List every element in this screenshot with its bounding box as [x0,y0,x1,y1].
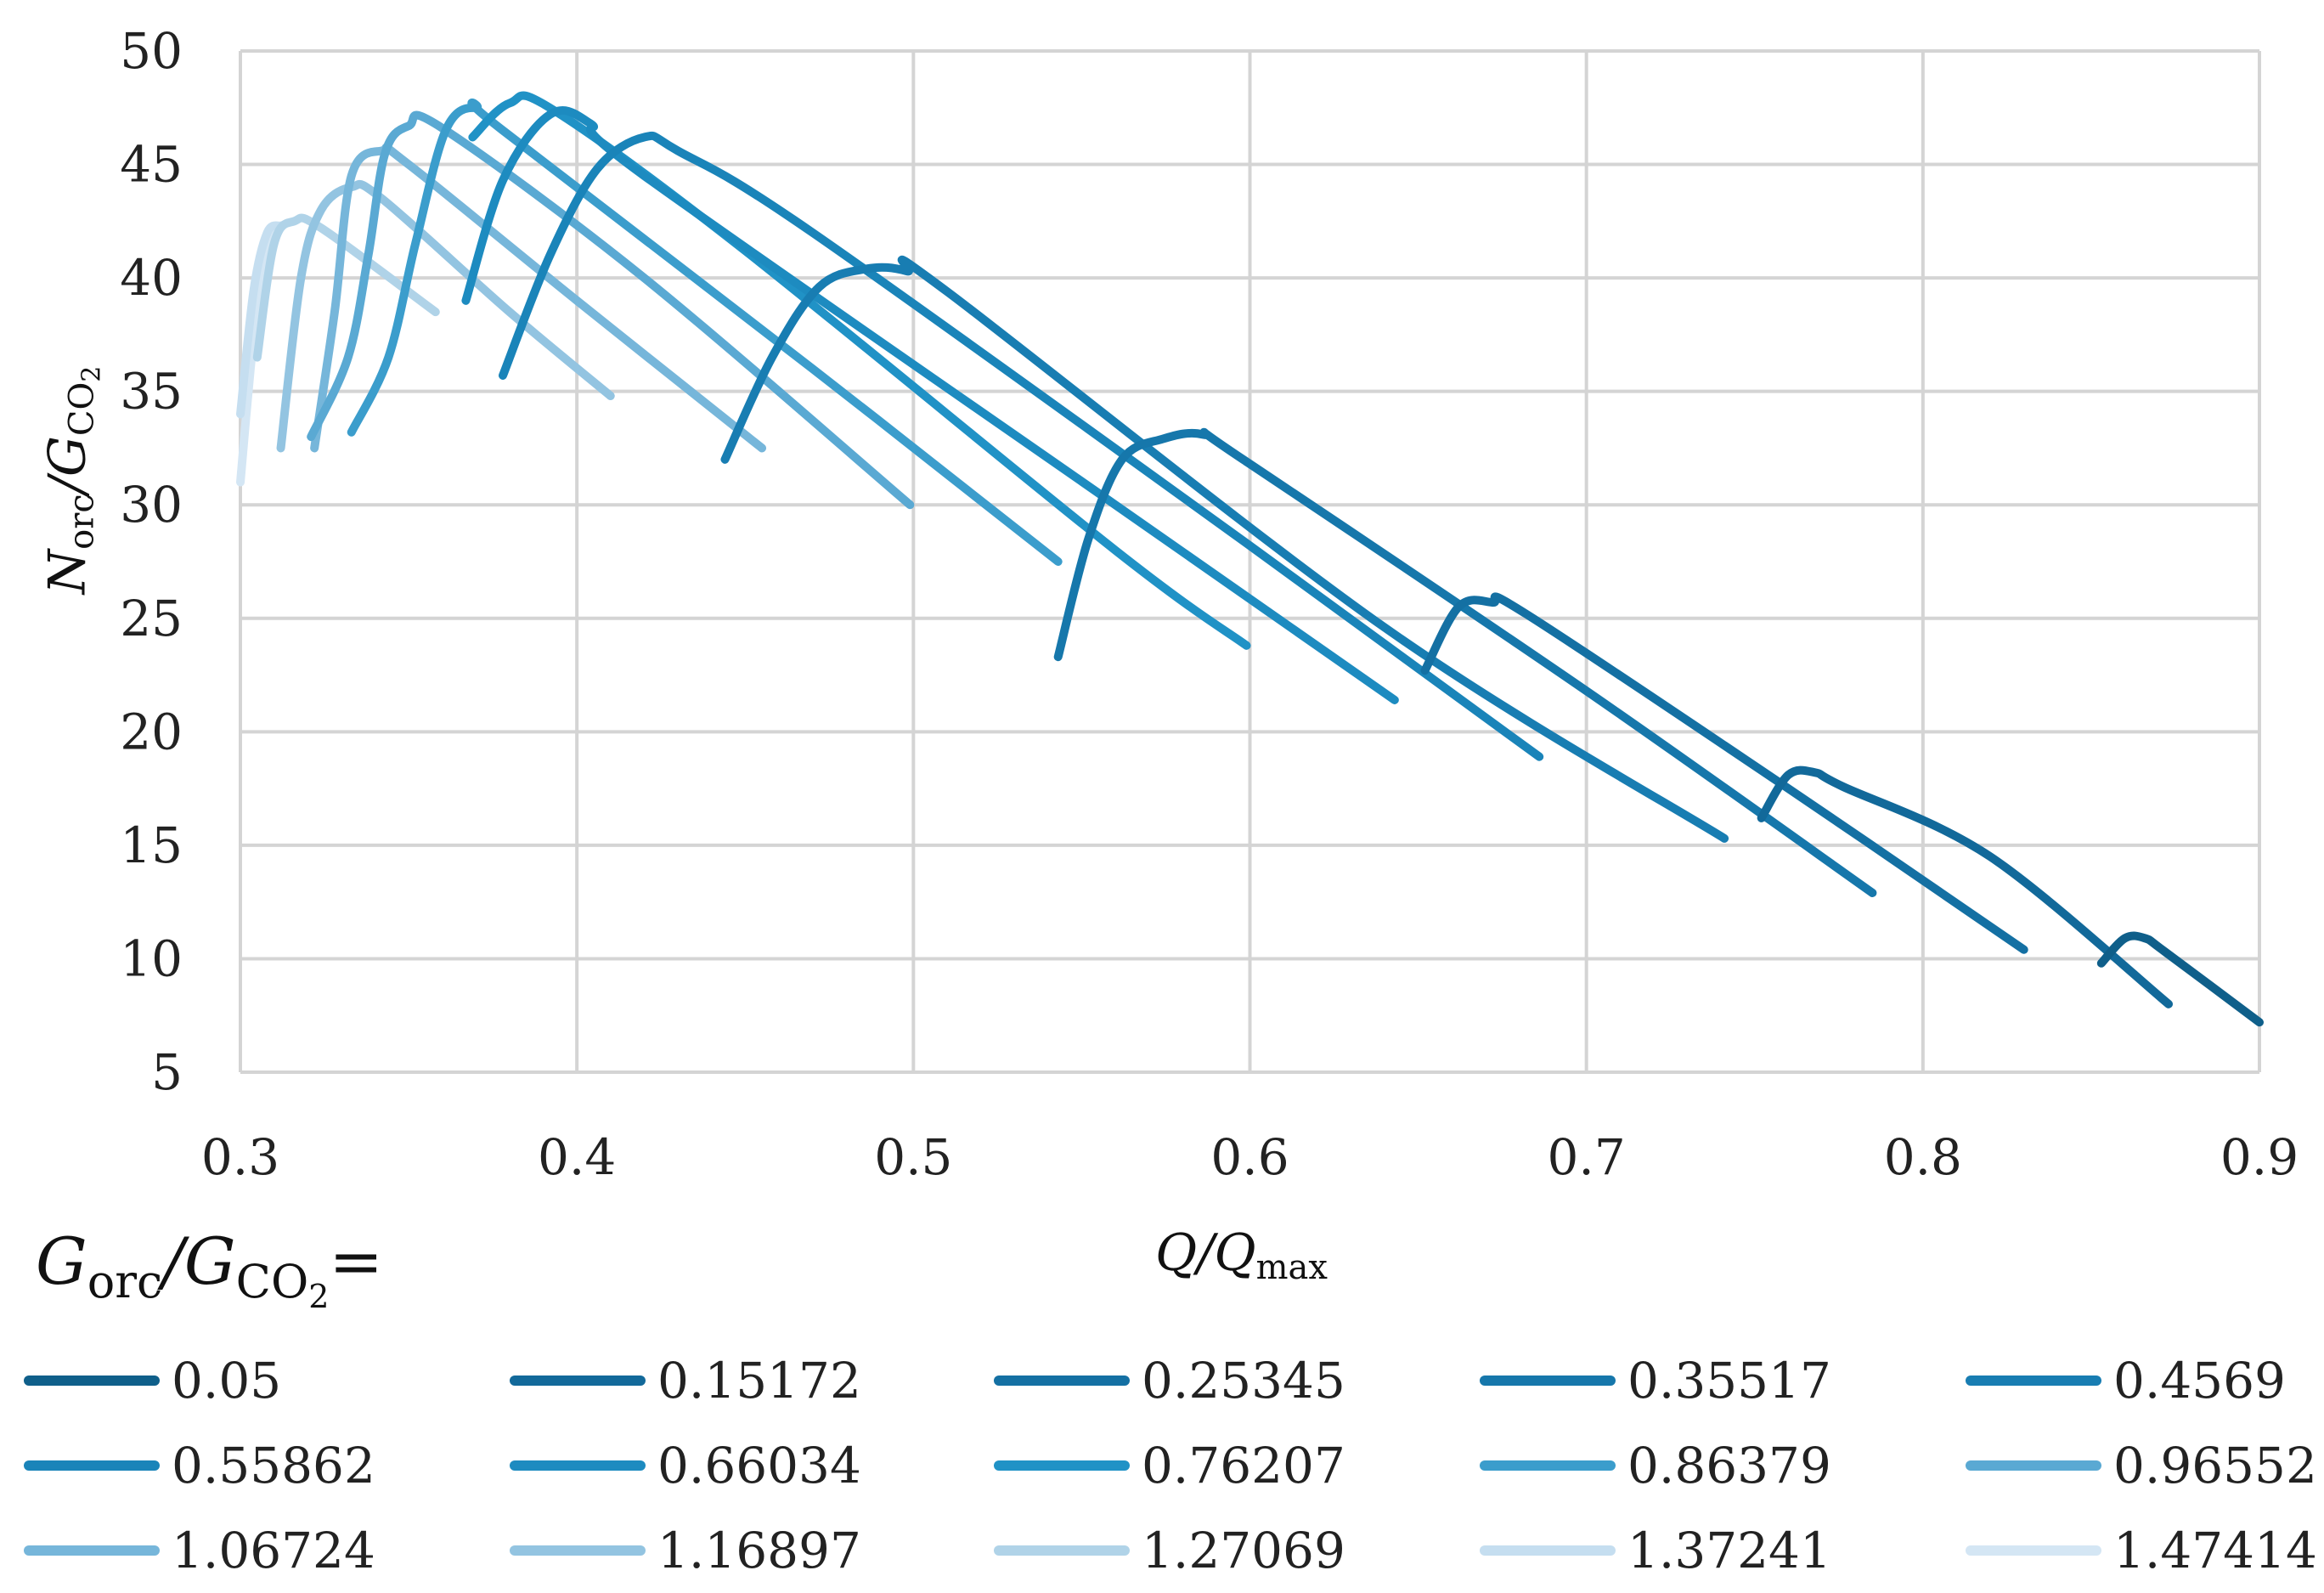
legend-label: 0.96552 [2113,1437,2317,1494]
x-tick-label: 0.8 [1884,1128,1962,1186]
legend-item: 1.06724 [24,1508,375,1593]
legend-label: 0.25345 [1142,1352,1345,1409]
legend-label: 0.55862 [172,1437,375,1494]
legend-swatch [24,1545,160,1556]
series-line-0.4569 [720,255,1729,843]
legend-item: 0.25345 [994,1338,1345,1423]
y-tick-label: 45 [120,136,183,194]
legend-swatch [994,1460,1130,1471]
y-tick-label: 15 [120,816,183,874]
y-axis-label: Norc/GCO2 [37,365,107,595]
legend-swatch [1480,1376,1616,1386]
legend-item: 0.76207 [994,1423,1345,1508]
legend-swatch [1480,1460,1616,1471]
y-tick-label: 5 [151,1043,183,1101]
legend-label: 1.16897 [657,1522,861,1579]
legend-swatch [510,1376,646,1386]
x-tick-labels: 0.3 0.4 0.5 0.6 0.7 0.8 0.9 [201,1128,2299,1186]
series-line-1.37241 [236,221,285,419]
legend-item: 0.05 [24,1338,281,1423]
series-line-0.96552 [307,110,915,510]
legend-label: 0.15172 [657,1352,861,1409]
legend-label: 1.06724 [172,1522,375,1579]
legend-item: 0.35517 [1480,1338,1831,1423]
y-tick-label: 20 [120,703,183,760]
legend-item: 1.16897 [510,1508,861,1593]
x-axis-label: Q/Qmax [1155,1223,1328,1287]
series-line-0.15172 [1757,765,2174,1008]
x-tick-label: 0.9 [2220,1128,2299,1186]
legend-swatch [994,1376,1130,1386]
series-line-0.55862 [499,131,1544,761]
series-line-0.05 [2096,931,2264,1027]
series-line-0.66034 [461,106,1399,704]
legend: 0.05 0.15172 0.25345 0.35517 0.4569 0.55862 0.… [0,1338,2324,1585]
series-line-1.27069 [252,213,440,362]
legend-swatch [1966,1376,2101,1386]
x-tick-label: 0.5 [874,1128,952,1186]
legend-title: Gorc/GCO2= [36,1223,384,1315]
legend-swatch [24,1460,160,1471]
legend-item: 1.47414 [1966,1508,2317,1593]
series-line-0.25345 [1420,592,2028,954]
y-tick-label: 40 [120,249,183,307]
legend-item: 0.96552 [1966,1423,2317,1508]
series-line-0.35517 [1053,427,1877,897]
legend-swatch [24,1376,160,1386]
legend-item: 0.86379 [1480,1423,1831,1508]
legend-item: 0.66034 [510,1423,861,1508]
y-tick-label: 50 [120,22,183,80]
x-tick-label: 0.4 [538,1128,616,1186]
series-line-0.86379 [347,99,1063,566]
legend-item: 0.4569 [1966,1338,2286,1423]
x-tick-label: 0.3 [201,1128,279,1186]
legend-label: 1.27069 [1142,1522,1345,1579]
y-tick-label: 35 [120,363,183,421]
x-tick-label: 0.7 [1548,1128,1626,1186]
y-tick-label: 25 [120,590,183,647]
legend-label: 0.86379 [1627,1437,1831,1494]
legend-label: 1.47414 [2113,1522,2317,1579]
y-tick-label: 30 [120,476,183,534]
legend-item: 1.37241 [1480,1508,1831,1593]
y-tick-label: 10 [120,929,183,987]
series-line-1.47414 [236,228,275,487]
legend-label: 1.37241 [1627,1522,1831,1579]
legend-item: 0.15172 [510,1338,861,1423]
legend-label: 0.76207 [1142,1437,1345,1494]
x-tick-label: 0.6 [1210,1128,1289,1186]
legend-swatch [510,1460,646,1471]
legend-item: 0.55862 [24,1423,375,1508]
legend-swatch [1480,1545,1616,1556]
legend-label: 0.05 [172,1352,282,1409]
legend-item: 1.27069 [994,1508,1345,1593]
legend-swatch [510,1545,646,1556]
legend-label: 0.4569 [2113,1352,2286,1409]
series-lines [236,91,2264,1027]
legend-swatch [1966,1460,2101,1471]
legend-swatch [994,1545,1130,1556]
legend-label: 0.66034 [657,1437,861,1494]
y-tick-labels: 5 10 15 20 25 30 35 40 45 50 [120,22,183,1101]
legend-label: 0.35517 [1627,1352,1831,1409]
legend-swatch [1966,1545,2101,1556]
